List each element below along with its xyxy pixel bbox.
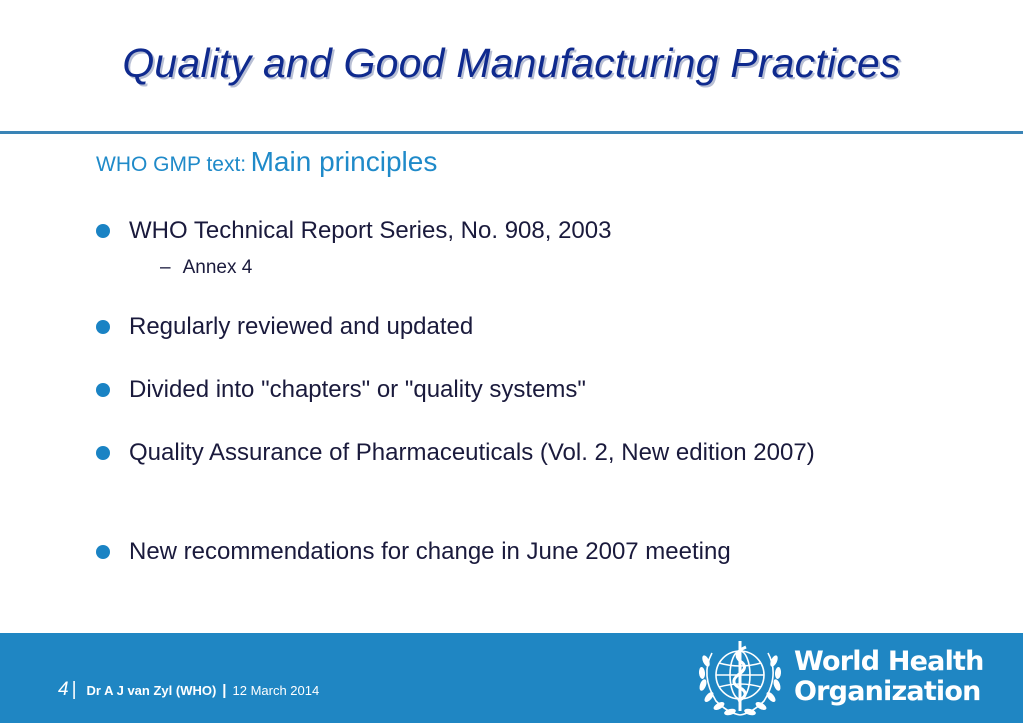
bullet-icon <box>96 446 110 460</box>
bullet-icon <box>96 383 110 397</box>
who-emblem-icon <box>698 641 782 716</box>
bullet-text: Divided into "chapters" or "quality syst… <box>129 376 586 403</box>
footer-separator: | <box>222 682 227 699</box>
subtitle-main: Main principles <box>250 146 438 177</box>
bullet-text: Quality Assurance of Pharmaceuticals (Vo… <box>129 439 815 466</box>
footer-bar: 4 | Dr A J van Zyl (WHO) | 12 March 2014 <box>0 633 1023 723</box>
footer-date: 12 March 2014 <box>232 683 320 698</box>
organization-name: World Health Organization <box>794 647 984 707</box>
bullet-item: Divided into "chapters" or "quality syst… <box>96 373 906 406</box>
bullet-item: WHO Technical Report Series, No. 908, 20… <box>96 214 906 247</box>
footer-meta: 4 | Dr A J van Zyl (WHO) | 12 March 2014 <box>58 679 319 701</box>
bullet-item: Quality Assurance of Pharmaceuticals (Vo… <box>96 436 906 469</box>
bullet-icon <box>96 545 110 559</box>
footer-separator: | <box>71 679 77 700</box>
bullet-text: New recommendations for change in June 2… <box>129 538 731 565</box>
bullet-item: New recommendations for change in June 2… <box>96 535 906 568</box>
bullet-icon <box>96 320 110 334</box>
title-divider <box>0 131 1023 134</box>
bullet-item: Regularly reviewed and updated <box>96 310 906 343</box>
bullet-text: Regularly reviewed and updated <box>129 313 474 340</box>
page-number: 4 <box>58 679 69 700</box>
bullet-text: WHO Technical Report Series, No. 908, 20… <box>129 217 612 244</box>
organization-line2: Organization <box>794 676 981 707</box>
footer-author: Dr A J van Zyl (WHO) <box>86 683 217 698</box>
bullet-icon <box>96 224 110 238</box>
dash-icon: – <box>160 257 171 278</box>
who-logo: World Health Organization <box>694 633 984 723</box>
subtitle-prefix: WHO GMP text: <box>96 153 247 176</box>
slide-subtitle: WHO GMP text: Main principles <box>96 146 437 178</box>
organization-line1: World Health <box>794 646 984 677</box>
sub-bullet-item: – Annex 4 <box>160 257 252 279</box>
slide-title: Quality and Good Manufacturing Practices <box>122 40 901 86</box>
sub-bullet-text: Annex 4 <box>182 257 253 278</box>
